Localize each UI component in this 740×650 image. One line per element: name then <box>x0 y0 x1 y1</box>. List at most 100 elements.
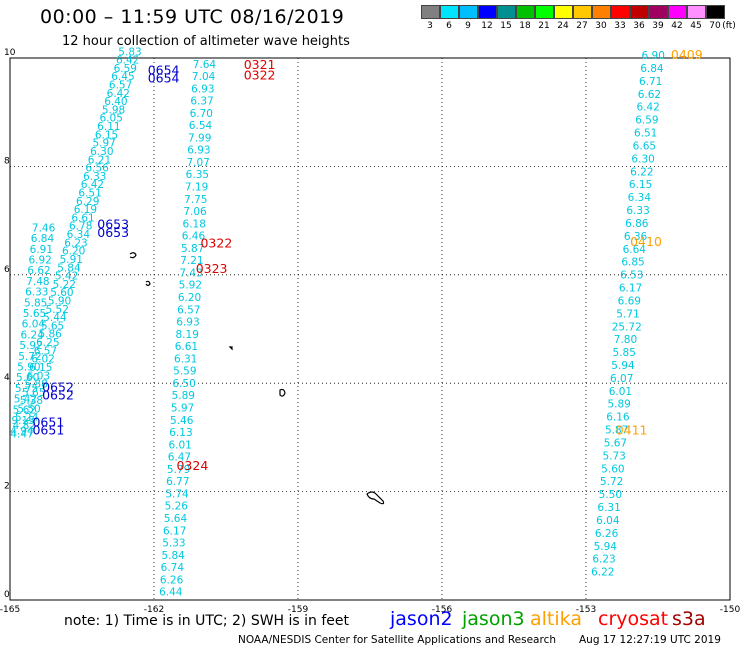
swh-value-label: 6.74 <box>161 562 185 574</box>
satellite-s3a: s3a <box>672 608 706 630</box>
swh-value-label: 5.74 <box>165 488 189 500</box>
y-tick-label: 10 <box>4 48 16 58</box>
swh-value-label: 6.61 <box>71 212 94 224</box>
satellite-cryosat: cryosat <box>598 608 669 630</box>
swh-value-label: 5.88 <box>24 379 47 391</box>
swh-value-label: 6.25 <box>36 337 59 349</box>
swh-value-label: 5.64 <box>164 513 188 525</box>
colorbar-swatch <box>687 5 706 19</box>
colorbar-swatch <box>497 5 516 19</box>
swh-value-label: 6.62 <box>638 89 661 101</box>
swh-value-label: 6.24 <box>21 329 45 341</box>
colorbar-swatch <box>649 5 668 19</box>
swh-value-label: 6.45 <box>111 71 134 83</box>
swh-value-label: 5.65 <box>41 320 64 332</box>
swh-value-label: 7.43 <box>179 267 202 279</box>
swh-value-label: 6.29 <box>76 196 99 208</box>
swh-value-label: 6.01 <box>168 439 191 451</box>
colorbar-swatch <box>421 5 440 19</box>
swh-value-label: 5.87 <box>181 243 204 255</box>
swh-value-label: 6.59 <box>114 63 137 75</box>
x-tick-label: -162 <box>144 605 164 615</box>
swh-value-label: 6.18 <box>183 218 206 230</box>
swh-value-label: 5.92 <box>179 280 202 292</box>
swh-value-label: 6.26 <box>160 574 184 586</box>
swh-value-label: 6.07 <box>610 373 633 385</box>
swh-value-label: 6.15 <box>29 362 52 374</box>
y-tick-label: 6 <box>4 265 10 275</box>
swh-value-label: 6.15 <box>629 179 652 191</box>
swh-value-label: 7.75 <box>184 194 207 206</box>
swh-value-label: 6.01 <box>609 386 632 398</box>
x-tick-label: -153 <box>576 605 596 615</box>
colorbar-tick-label: 12 <box>481 21 493 31</box>
swh-value-label: 6.64 <box>623 244 647 256</box>
colorbar-swatch <box>478 5 497 19</box>
swh-value-label: 6.03 <box>27 370 50 382</box>
swh-value-label: 5.38 <box>20 395 43 407</box>
y-tick-label: 4 <box>4 373 10 383</box>
swh-value-label: 5.94 <box>611 360 635 372</box>
swh-value-label: 6.47 <box>168 452 191 464</box>
swh-value-label: 6.44 <box>159 587 183 599</box>
swh-value-label: 6.31 <box>597 502 620 514</box>
track-number-label: 0654 <box>148 62 180 77</box>
swh-value-label: 6.93 <box>176 317 199 329</box>
swh-value-label: 7.21 <box>180 255 203 267</box>
swh-value-label: 9.15 <box>11 415 34 427</box>
track-number-label: 0410 <box>630 234 662 249</box>
swh-value-label: 6.40 <box>104 96 127 108</box>
swh-value-label: 5.65 <box>23 308 46 320</box>
swh-value-label: 7.64 <box>193 59 217 71</box>
chart-subtitle: 12 hour collection of altimeter wave hei… <box>62 34 350 49</box>
satellite-jason2: jason2 <box>390 608 453 630</box>
swh-value-label: 5.94 <box>594 541 618 553</box>
swh-value-label: 6.59 <box>635 115 658 127</box>
swh-value-label: 5.89 <box>172 390 195 402</box>
track-number-label: 0321 <box>244 57 276 72</box>
y-tick-label: 2 <box>4 482 10 492</box>
track-number-label: 0411 <box>616 423 648 438</box>
swh-value-label: 6.15 <box>95 129 118 141</box>
satellite-altika: altika <box>530 608 582 630</box>
swh-value-label: 6.13 <box>169 427 192 439</box>
track-number-label: 0652 <box>42 387 74 402</box>
track-number-label: 0409 <box>671 47 703 62</box>
swh-value-label: 6.90 <box>642 50 665 62</box>
swh-value-label: 6.53 <box>620 270 643 282</box>
swh-value-label: 5.90 <box>48 295 71 307</box>
swh-value-label: 5.75 <box>15 383 38 395</box>
island-outline <box>366 491 385 505</box>
swh-value-label: 5.90 <box>17 362 40 374</box>
swh-value-label: 6.17 <box>163 525 186 537</box>
swh-value-label: 6.37 <box>190 96 213 108</box>
swh-value-label: 6.22 <box>630 166 653 178</box>
swh-value-label: 4.94 <box>10 426 34 438</box>
track-number-label: 0652 <box>42 379 74 394</box>
swh-value-label: 5.44 <box>43 312 67 324</box>
y-tick-label: 0 <box>4 590 10 600</box>
colorbar-swatch <box>668 5 687 19</box>
colorbar-swatch <box>440 5 459 19</box>
colorbar-swatch <box>611 5 630 19</box>
colorbar-tick-label: 3 <box>427 21 433 31</box>
track-number-label: 0653 <box>97 217 129 232</box>
track-number-label: 0653 <box>97 225 129 240</box>
swh-value-label: 7.19 <box>185 182 208 194</box>
swh-value-label: 6.84 <box>31 233 55 245</box>
track-number-label: 0323 <box>196 261 228 276</box>
swh-value-label: 6.30 <box>631 153 654 165</box>
swh-value-label: 6.46 <box>182 231 206 243</box>
swh-value-label: 5.86 <box>38 329 62 341</box>
swh-value-label: 6.36 <box>624 231 648 243</box>
swh-value-label: 4.47 <box>10 428 33 440</box>
swh-value-label: 5.60 <box>16 372 39 384</box>
x-tick-label: -165 <box>0 605 20 615</box>
swh-value-label: 7.48 <box>26 276 49 288</box>
swh-value-label: 5.72 <box>600 476 623 488</box>
swh-value-label: 6.33 <box>626 205 649 217</box>
swh-value-label: 6.84 <box>640 63 664 75</box>
colorbar-tick-label: 24 <box>557 21 569 31</box>
swh-value-label: 7.04 <box>192 71 216 83</box>
swh-value-label: 6.20 <box>62 246 85 258</box>
